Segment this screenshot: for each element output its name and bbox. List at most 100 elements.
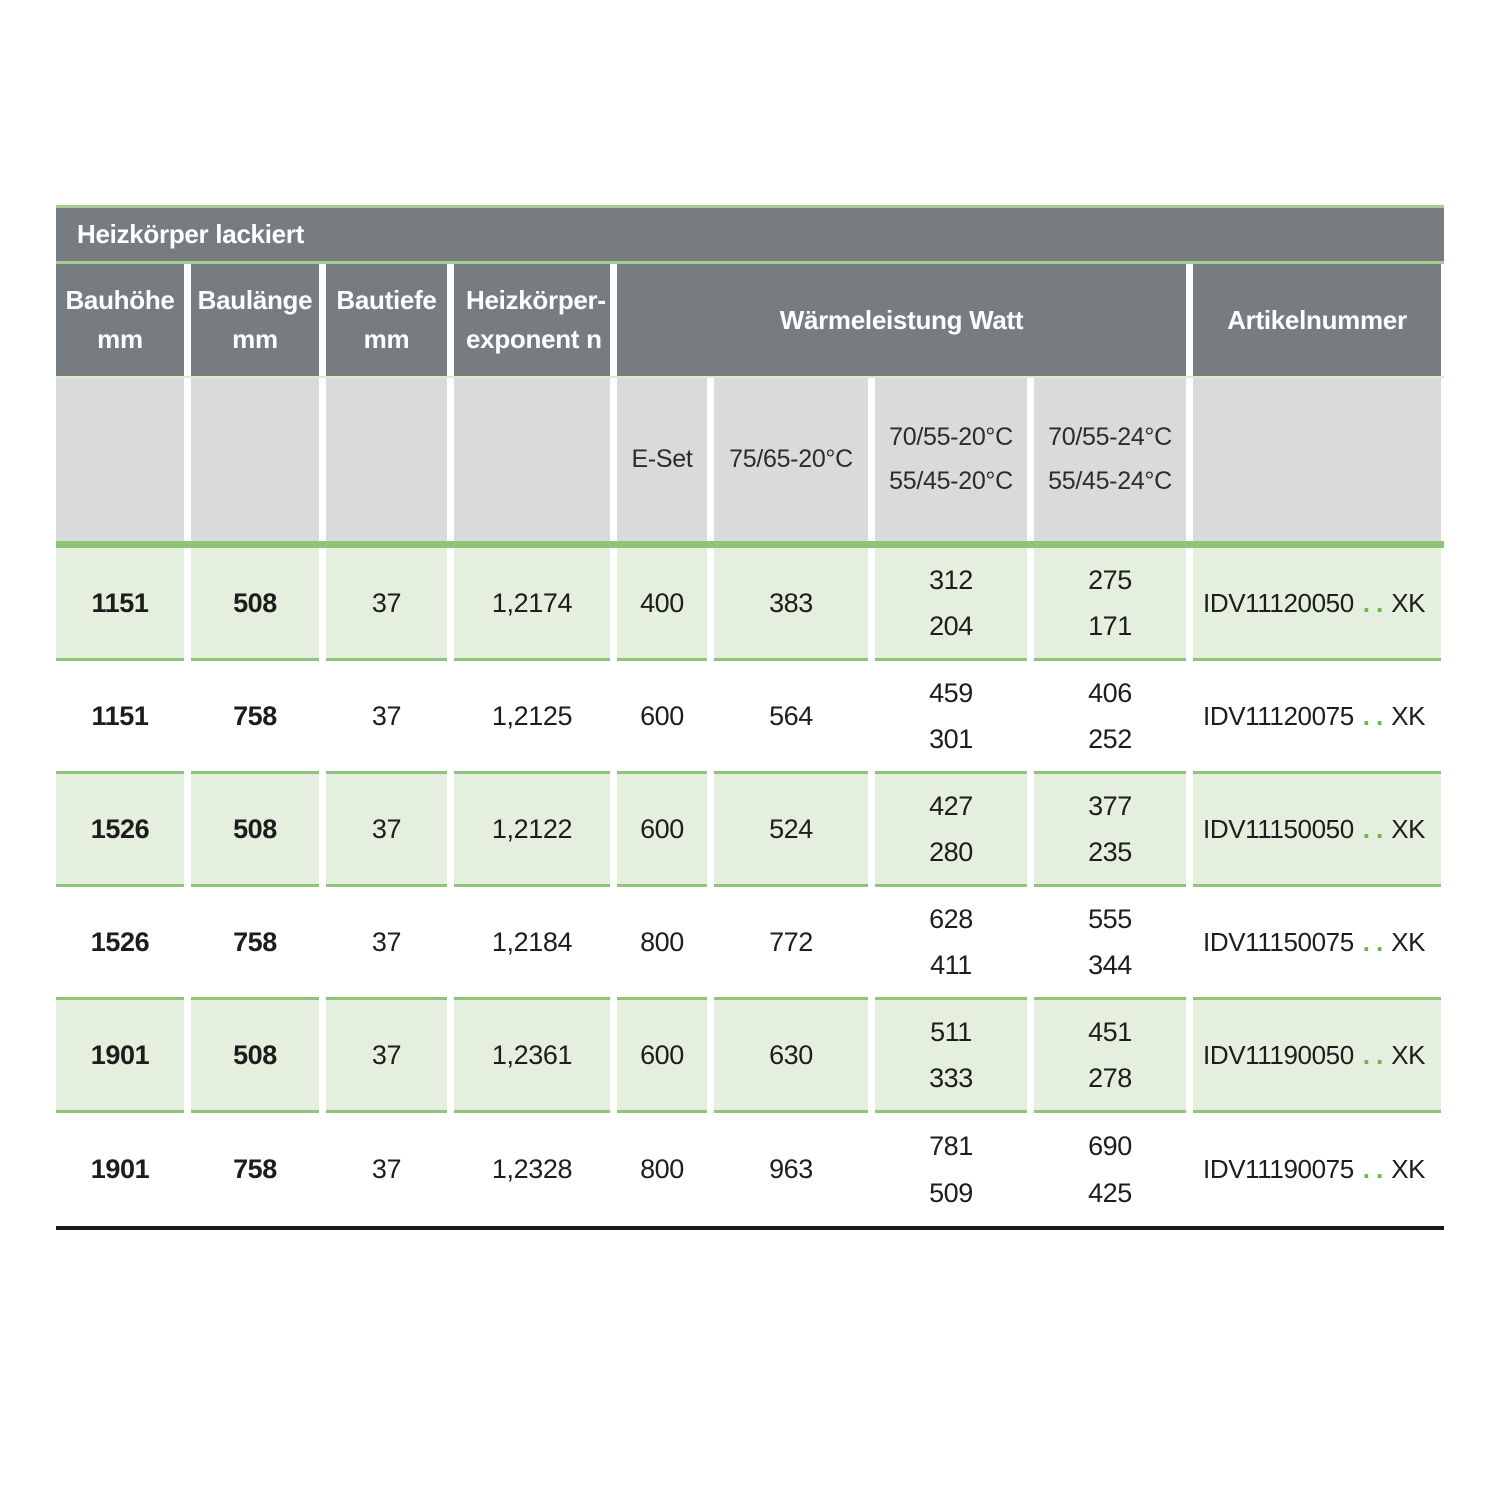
cell-artikelnummer: IDV11190075.. XK — [1193, 1113, 1441, 1226]
cell-artikelnummer: IDV11150050.. XK — [1193, 774, 1441, 887]
cell-artikelnummer: IDV11120075.. XK — [1193, 661, 1441, 774]
artikel-suffix: XK — [1391, 700, 1426, 731]
artikel-suffix: XK — [1391, 1154, 1426, 1185]
table-row: 1901 758 37 1,2328 800 963 781 509 690 4… — [56, 1113, 1444, 1226]
cell-70-55-24: 275 171 — [1034, 548, 1186, 661]
subheader-70-55-24: 70/55-24°C 55/45-24°C — [1034, 378, 1186, 541]
artikel-suffix: XK — [1391, 587, 1426, 618]
cell-exponent: 1,2184 — [454, 887, 610, 1000]
cell-eset: 600 — [617, 774, 707, 887]
cell-baulaenge: 508 — [191, 774, 319, 887]
artikel-suffix: XK — [1391, 926, 1426, 957]
artikel-prefix: IDV11190050 — [1203, 1039, 1354, 1070]
artikel-prefix: IDV11120050 — [1203, 587, 1354, 618]
artikel-dots: .. — [1362, 926, 1390, 957]
cell-bautiefe: 37 — [326, 548, 447, 661]
subheader-empty-artikelnummer — [1193, 378, 1441, 541]
table-row: 1151 508 37 1,2174 400 383 312 204 275 1… — [56, 548, 1444, 661]
subheader-empty-bautiefe — [326, 378, 447, 541]
cell-bautiefe: 37 — [326, 1113, 447, 1226]
subheader-empty-bauhoehe — [56, 378, 184, 541]
table-row: 1526 508 37 1,2122 600 524 427 280 377 2… — [56, 774, 1444, 887]
cell-bautiefe: 37 — [326, 774, 447, 887]
cell-eset: 800 — [617, 1113, 707, 1226]
cell-70-55-24: 690 425 — [1034, 1113, 1186, 1226]
cell-bautiefe: 37 — [326, 661, 447, 774]
cell-70-55-20: 459 301 — [875, 661, 1027, 774]
artikel-dots: .. — [1362, 587, 1390, 618]
cell-bauhoehe: 1526 — [56, 887, 184, 1000]
header-exponent: Heizkörper- exponent n — [454, 264, 610, 376]
cell-75-65: 564 — [714, 661, 868, 774]
cell-75-65: 630 — [714, 1000, 868, 1113]
cell-baulaenge: 758 — [191, 661, 319, 774]
cell-75-65: 772 — [714, 887, 868, 1000]
radiator-spec-table: Heizkörper lackiert Bauhöhe mm Baulänge … — [56, 205, 1444, 1230]
artikel-prefix: IDV11120075 — [1203, 700, 1354, 731]
table-top-border — [56, 205, 1444, 208]
cell-70-55-20: 511 333 — [875, 1000, 1027, 1113]
subheader-empty-exponent — [454, 378, 610, 541]
cell-exponent: 1,2361 — [454, 1000, 610, 1113]
subheader-empty-baulaenge — [191, 378, 319, 541]
subheader-75-65: 75/65-20°C — [714, 378, 868, 541]
cell-baulaenge: 508 — [191, 1000, 319, 1113]
cell-75-65: 963 — [714, 1113, 868, 1226]
artikel-prefix: IDV11150075 — [1203, 926, 1354, 957]
header-bauhoehe: Bauhöhe mm — [56, 264, 184, 376]
header-bautiefe: Bautiefe mm — [326, 264, 447, 376]
cell-exponent: 1,2174 — [454, 548, 610, 661]
table-title: Heizkörper lackiert — [77, 219, 304, 249]
cell-eset: 600 — [617, 661, 707, 774]
cell-exponent: 1,2122 — [454, 774, 610, 887]
header-baulaenge: Baulänge mm — [191, 264, 319, 376]
cell-70-55-24: 406 252 — [1034, 661, 1186, 774]
cell-bauhoehe: 1151 — [56, 661, 184, 774]
cell-bautiefe: 37 — [326, 1000, 447, 1113]
subheader-data-separator — [56, 541, 1444, 548]
artikel-suffix: XK — [1391, 813, 1426, 844]
artikel-dots: .. — [1362, 700, 1390, 731]
table-row: 1901 508 37 1,2361 600 630 511 333 451 2… — [56, 1000, 1444, 1113]
cell-artikelnummer: IDV11120050.. XK — [1193, 548, 1441, 661]
cell-70-55-20: 312 204 — [875, 548, 1027, 661]
cell-artikelnummer: IDV11190050.. XK — [1193, 1000, 1441, 1113]
cell-70-55-20: 427 280 — [875, 774, 1027, 887]
artikel-dots: .. — [1362, 1154, 1390, 1185]
header-row: Bauhöhe mm Baulänge mm Bautiefe mm Heizk… — [56, 264, 1444, 376]
cell-exponent: 1,2328 — [454, 1113, 610, 1226]
cell-eset: 400 — [617, 548, 707, 661]
cell-75-65: 524 — [714, 774, 868, 887]
artikel-suffix: XK — [1391, 1039, 1426, 1070]
subheader-70-55-20: 70/55-20°C 55/45-20°C — [875, 378, 1027, 541]
table-bottom-border — [56, 1226, 1444, 1230]
table-title-band: Heizkörper lackiert — [56, 208, 1444, 261]
cell-bautiefe: 37 — [326, 887, 447, 1000]
cell-70-55-24: 555 344 — [1034, 887, 1186, 1000]
cell-bauhoehe: 1526 — [56, 774, 184, 887]
cell-70-55-20: 628 411 — [875, 887, 1027, 1000]
cell-exponent: 1,2125 — [454, 661, 610, 774]
table-row: 1151 758 37 1,2125 600 564 459 301 406 2… — [56, 661, 1444, 774]
cell-bauhoehe: 1901 — [56, 1000, 184, 1113]
artikel-prefix: IDV11150050 — [1203, 813, 1354, 844]
cell-75-65: 383 — [714, 548, 868, 661]
cell-eset: 800 — [617, 887, 707, 1000]
artikel-dots: .. — [1362, 813, 1390, 844]
cell-70-55-24: 377 235 — [1034, 774, 1186, 887]
header-artikelnummer: Artikelnummer — [1193, 264, 1441, 376]
header-waermeleistung: Wärmeleistung Watt — [617, 264, 1186, 376]
title-band-divider — [56, 261, 1444, 264]
cell-70-55-24: 451 278 — [1034, 1000, 1186, 1113]
cell-bauhoehe: 1901 — [56, 1113, 184, 1226]
cell-70-55-20: 781 509 — [875, 1113, 1027, 1226]
cell-artikelnummer: IDV11150075.. XK — [1193, 887, 1441, 1000]
artikel-prefix: IDV11190075 — [1203, 1154, 1354, 1185]
header-subheader-divider — [56, 376, 1444, 378]
subheader-row: E-Set 75/65-20°C 70/55-20°C 55/45-20°C 7… — [56, 378, 1444, 541]
cell-baulaenge: 508 — [191, 548, 319, 661]
cell-bauhoehe: 1151 — [56, 548, 184, 661]
cell-baulaenge: 758 — [191, 887, 319, 1000]
artikel-dots: .. — [1362, 1039, 1390, 1070]
